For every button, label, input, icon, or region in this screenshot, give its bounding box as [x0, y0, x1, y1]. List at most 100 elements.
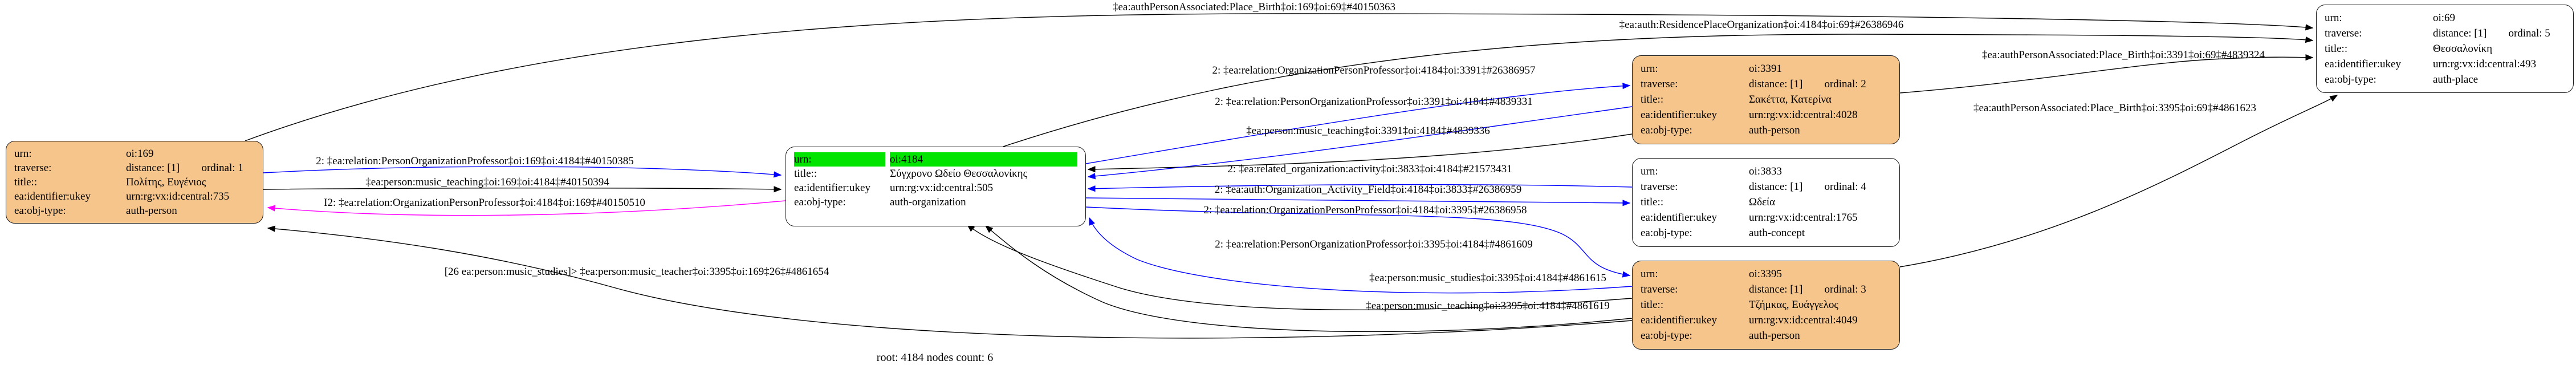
node-row: urn: oi:69	[2325, 10, 2565, 26]
field-key: title::	[1641, 299, 1664, 311]
edge-label-org-person-prof-4184-3395: 2: ‡ea:relation:OrganizationPersonProfes…	[1203, 204, 1527, 216]
field-key: urn:	[1641, 63, 1658, 75]
field-key: title::	[2325, 43, 2348, 55]
node-oi3395[interactable]: urn: oi:3395 traverse: distance: [1] ordina…	[1632, 261, 1900, 350]
node-row-highlighted: urn: oi:4184	[794, 152, 1077, 167]
field-key: ea:obj-type:	[14, 205, 66, 217]
node-row: title:: Σύγχρονο Ωδείο Θεσσαλονίκης	[794, 167, 1077, 181]
edge-place-birth-169-69	[245, 13, 2314, 141]
edge-music-teacher-3395-169	[267, 225, 1633, 339]
field-value2: ordinal: 2	[1824, 78, 1866, 90]
field-key: traverse:	[2325, 27, 2362, 39]
node-row: ea:identifier:ukey urn:rg:vx:id:central:4…	[1641, 107, 1891, 123]
field-key: ea:identifier:ukey	[2325, 58, 2401, 70]
field-value: distance: [1]	[2433, 27, 2487, 39]
field-value: oi:169	[126, 148, 154, 160]
field-value: auth-concept	[1749, 227, 1805, 239]
node-row: title:: Τζήμκας, Ευάγγελος	[1641, 297, 1891, 313]
field-key: urn:	[1641, 165, 1658, 177]
field-value: oi:69	[2433, 12, 2456, 24]
node-oi169[interactable]: urn: oi:169 traverse: distance: [1] ordinal…	[6, 141, 263, 224]
field-key: ea:obj-type:	[794, 196, 846, 208]
field-value: Πολίτης, Ευγένιος	[126, 176, 206, 188]
field-key: ea:identifier:ukey	[1641, 314, 1717, 326]
node-row: traverse: distance: [1] ordinal: 4	[1641, 179, 1891, 194]
node-oi3391[interactable]: urn: oi:3391 traverse: distance: [1] ordina…	[1632, 55, 1900, 144]
edge-music-teaching-3391-4184	[1087, 133, 1633, 173]
edge-person-org-professor-3391-4184	[1087, 106, 1633, 180]
node-oi69[interactable]: urn: oi:69 traverse: distance: [1] ordinal:…	[2316, 5, 2574, 93]
field-value: oi:3833	[1749, 165, 1783, 177]
edge-music-teaching-169-4184	[263, 186, 782, 193]
edge-related-org-activity-3833-4184	[1087, 184, 1633, 192]
edge-place-birth-3395-69	[1899, 95, 2338, 267]
field-value: Θεσσαλονίκη	[2433, 43, 2493, 55]
edge-person-org-professor-169-4184	[263, 166, 782, 178]
field-key: traverse:	[14, 162, 52, 174]
node-row: urn: oi:169	[14, 147, 255, 161]
edge-label-person-org-prof-3395-4184: 2: ‡ea:relation:PersonOrganizationProfes…	[1215, 238, 1533, 250]
field-value: urn:rg:vx:id:central:493	[2433, 58, 2537, 70]
field-value: auth-person	[126, 205, 177, 217]
graph-caption: root: 4184 nodes count: 6	[876, 351, 994, 364]
node-row: ea:identifier:ukey urn:rg:vx:id:central:1…	[1641, 210, 1891, 225]
field-key: ea:obj-type:	[1641, 227, 1692, 239]
edge-music-teaching-3395-4184	[984, 225, 1633, 332]
field-value: oi:4184	[890, 152, 1077, 167]
node-row: ea:obj-type: auth-person	[1641, 328, 1891, 343]
node-row: traverse: distance: [1] ordinal: 2	[1641, 76, 1891, 92]
node-row: urn: oi:3833	[1641, 164, 1891, 179]
field-value: urn:rg:vx:id:central:4049	[1749, 314, 1858, 326]
field-key: urn:	[14, 148, 32, 160]
node-row: traverse: distance: [1] ordinal: 5	[2325, 26, 2565, 41]
field-key: urn:	[794, 152, 885, 167]
field-value: Τζήμκας, Ευάγγελος	[1749, 299, 1838, 311]
edge-label-music-teaching-3395-4184: ‡ea:person:music_teaching‡oi:3395‡oi:418…	[1366, 300, 1610, 312]
node-row: ea:identifier:ukey urn:rg:vx:id:central:4…	[1641, 313, 1891, 328]
field-value: auth-place	[2433, 74, 2479, 86]
edge-label-person-org-prof-169-4184: 2: ‡ea:relation:PersonOrganizationProfes…	[316, 155, 634, 167]
node-row: title:: Ωδεία	[1641, 194, 1891, 210]
node-row: urn: oi:3391	[1641, 61, 1891, 76]
field-value2: ordinal: 3	[1824, 283, 1866, 295]
field-value: distance: [1]	[1749, 181, 1803, 193]
field-value: urn:rg:vx:id:central:505	[890, 182, 994, 194]
edge-org-activity-field-4184-3833	[1085, 197, 1631, 206]
field-key: ea:obj-type:	[2325, 74, 2376, 86]
field-key: ea:identifier:ukey	[1641, 212, 1717, 224]
edge-label-music-teacher-3395-169: [26 ea:person:music_studies]> ‡ea:person…	[444, 266, 829, 278]
field-key: ea:identifier:ukey	[14, 190, 91, 202]
edge-person-org-professor-3395-4184	[1089, 217, 1633, 294]
field-key: ea:obj-type:	[1641, 330, 1692, 342]
edge-place-birth-3391-69	[1899, 54, 2314, 94]
node-row: ea:identifier:ukey urn:rg:vx:id:central:5…	[794, 181, 1077, 195]
field-value2: ordinal: 4	[1824, 181, 1866, 193]
edge-label-place-birth-3395-69: ‡ea:authPersonAssociated:Place_Birth‡oi:…	[1973, 102, 2257, 114]
node-oi3833[interactable]: urn: oi:3833 traverse: distance: [1] ordina…	[1632, 158, 1900, 247]
field-key: ea:identifier:ukey	[794, 182, 870, 194]
edge-label-place-birth-169-69: ‡ea:authPersonAssociated:Place_Birth‡oi:…	[1112, 1, 1396, 13]
node-oi4184-root[interactable]: urn: oi:4184 title:: Σύγχρονο Ωδείο Θεσσαλ…	[786, 147, 1086, 226]
field-value: auth-organization	[890, 196, 966, 208]
node-row: ea:obj-type: auth-place	[2325, 72, 2565, 87]
node-row: ea:identifier:ukey urn:rg:vx:id:central:7…	[14, 189, 255, 204]
field-key: ea:obj-type:	[1641, 124, 1692, 136]
field-value: Σακέττα, Κατερίνα	[1749, 94, 1832, 106]
field-value: auth-person	[1749, 124, 1800, 136]
edge-label-place-birth-3391-69: ‡ea:authPersonAssociated:Place_Birth‡oi:…	[1981, 49, 2265, 61]
edge-label-org-person-prof-4184-169: I2: ‡ea:relation:OrganizationPersonProfe…	[324, 197, 645, 209]
node-row: title:: Πολίτης, Ευγένιος	[14, 175, 255, 189]
node-row: ea:obj-type: auth-organization	[794, 195, 1077, 209]
field-value: distance: [1]	[1749, 78, 1803, 90]
node-row: traverse: distance: [1] ordinal: 1	[14, 161, 255, 175]
node-row: ea:obj-type: auth-person	[1641, 123, 1891, 138]
field-key: title::	[1641, 196, 1664, 208]
node-row: title:: Θεσσαλονίκη	[2325, 41, 2565, 56]
edge-label-org-activity-field: 2: ‡ea:auth:Organization_Activity_Field‡…	[1214, 184, 1522, 196]
edge-label-music-studies-3395-4184: ‡ea:person:music_studies‡oi:3395‡oi:4184…	[1369, 272, 1606, 284]
field-key: urn:	[2325, 12, 2342, 24]
field-key: ea:identifier:ukey	[1641, 109, 1717, 121]
field-value: urn:rg:vx:id:central:1765	[1749, 212, 1858, 224]
